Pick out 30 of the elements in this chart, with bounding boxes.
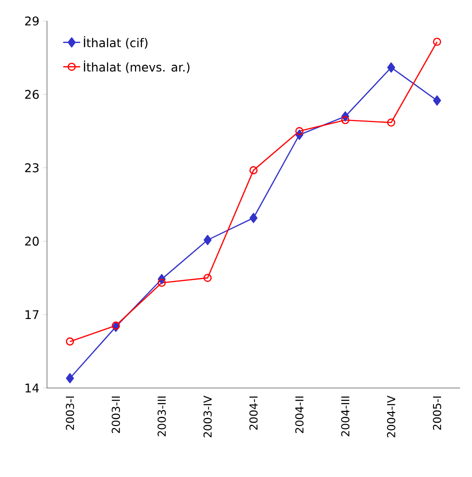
point [249, 166, 258, 174]
point [433, 95, 442, 106]
legend-label: İthalat (mevs. ar.) [84, 60, 190, 74]
point [432, 38, 442, 46]
point [387, 62, 396, 73]
x-tick-label: 2003-II [112, 396, 120, 434]
point [66, 373, 74, 384]
y-tick-label: 23 [25, 163, 39, 172]
x-tick-label: 2004-IV [387, 396, 396, 438]
x-tick-label: 2003-III [158, 396, 166, 436]
point [295, 127, 304, 136]
x-tick-label: 2004-I [249, 396, 258, 430]
point [158, 278, 166, 287]
x-tick-label: 2004-III [341, 396, 350, 436]
x-tick-label: 2004-II [295, 396, 304, 434]
x-tick-label: 2005-I [432, 396, 442, 430]
y-tick-label: 29 [25, 16, 39, 26]
y-tick-label: 14 [26, 384, 39, 392]
point [341, 116, 350, 124]
point [250, 212, 258, 224]
y-tick-label: 20 [25, 236, 39, 246]
y-tick-label: 17 [26, 310, 38, 319]
point [204, 274, 212, 282]
x-tick-label: 2003-I [66, 396, 74, 430]
point [204, 234, 212, 246]
x-tick-label: 2003-IV [203, 396, 212, 438]
point [66, 337, 74, 346]
legend-label: İthalat (cif) [84, 36, 148, 49]
y-tick-label: 26 [25, 90, 39, 99]
point [387, 118, 396, 127]
